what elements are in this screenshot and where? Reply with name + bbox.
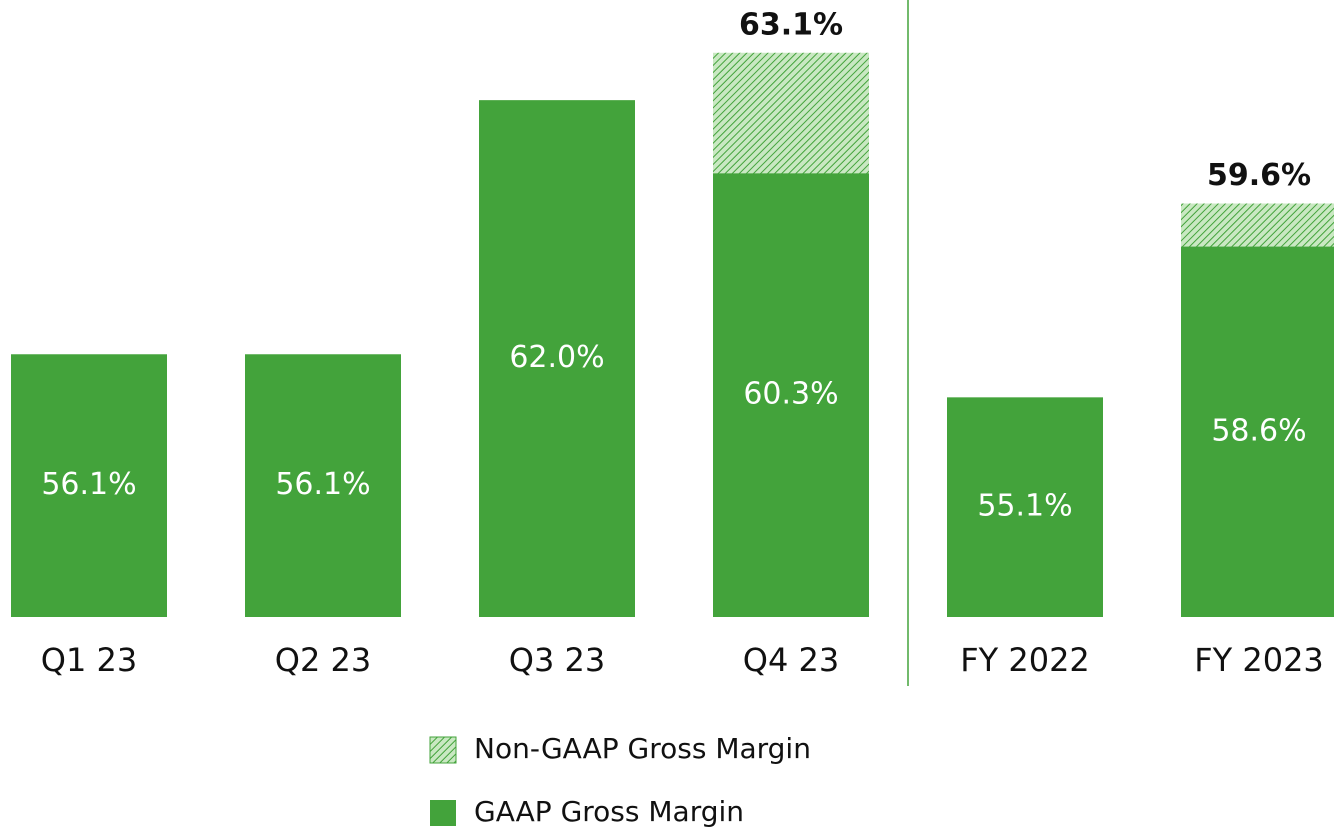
bar (11, 354, 167, 617)
bar (479, 100, 635, 617)
bar (1181, 246, 1334, 618)
legend-swatch (430, 800, 456, 826)
x-tick-label: FY 2023 (1194, 641, 1324, 679)
bar (713, 173, 869, 617)
value-label: 62.0% (509, 340, 604, 375)
legend-label: Non-GAAP Gross Margin (474, 732, 811, 765)
x-tick-label: Q2 23 (275, 641, 371, 679)
bar (947, 397, 1103, 617)
bar (245, 354, 401, 617)
x-tick-label: FY 2022 (960, 641, 1090, 679)
value-label: 55.1% (977, 489, 1072, 524)
value-label: 56.1% (275, 467, 370, 502)
legend-label: GAAP Gross Margin (474, 795, 744, 828)
x-tick-label: Q1 23 (41, 641, 137, 679)
x-tick-label: Q4 23 (743, 641, 839, 679)
value-label: 56.1% (41, 467, 136, 502)
total-label: 63.1% (739, 7, 843, 42)
legend-swatch (429, 736, 457, 764)
value-label: 60.3% (743, 377, 838, 412)
total-label: 59.6% (1207, 158, 1311, 193)
x-tick-label: Q3 23 (509, 641, 605, 679)
value-label: 58.6% (1211, 413, 1306, 448)
